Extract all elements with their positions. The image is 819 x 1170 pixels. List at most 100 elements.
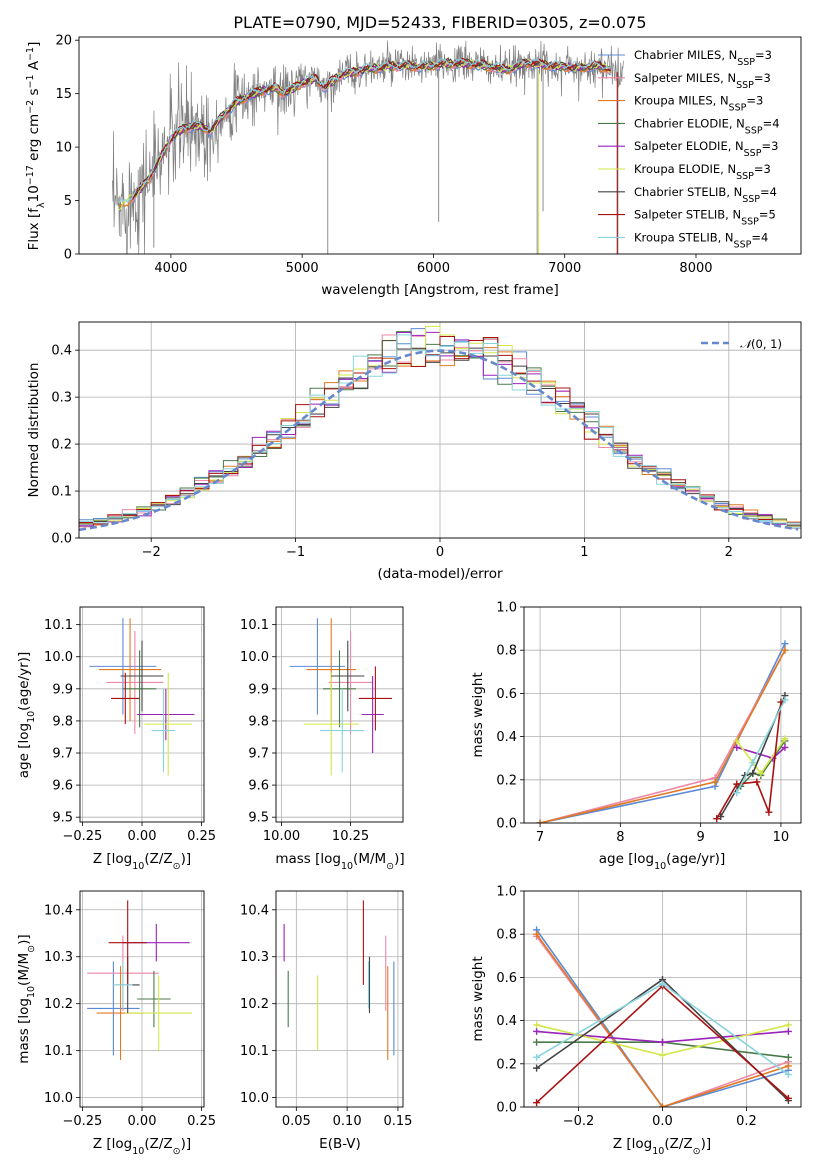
y-tick-label: 0.0 <box>51 532 72 547</box>
plus-marker <box>784 1053 792 1061</box>
plus-marker <box>711 778 719 786</box>
y-tick-label: 0.6 <box>496 687 517 702</box>
legend-entry: Chabrier ELODIE, NSSP=4 <box>634 116 780 135</box>
x-tick-label: −0.25 <box>62 829 102 844</box>
plus-marker <box>784 1071 792 1079</box>
x-axis-label-part: age [log <box>599 851 654 867</box>
x-tick-label: 10.25 <box>332 829 369 844</box>
x-axis-label-part: (Z/Z <box>144 1136 172 1152</box>
y-tick-label: 10.4 <box>240 903 269 918</box>
x-axis-label-part: Z [log <box>93 1136 132 1152</box>
legend-entry-part: Chabrier MILES, N <box>634 48 737 62</box>
plus-marker <box>749 769 757 777</box>
x-axis-label: wavelength [Angstrom, rest frame] <box>321 282 559 298</box>
y-tick-label: 10.0 <box>44 650 73 665</box>
y-tick-label: 0.3 <box>51 391 72 406</box>
legend-entry-part: =4 <box>751 230 768 244</box>
legend-entry: Chabrier STELIB, NSSP=4 <box>634 185 777 205</box>
y-tick-label: 9.6 <box>52 779 73 794</box>
axes-age_vs_mass: 10.00 10.25 9.5 9.6 9.7 9.8 9.9 10.0 10.1 <box>240 606 404 844</box>
y-axis-label-part: age [log <box>16 723 32 778</box>
axes-massweight_vs_Z: −0.2 0.0 0.2 0.0 0.2 0.4 0.6 0.8 1.0 <box>496 885 802 1129</box>
y-tick-label: 10 <box>55 141 72 156</box>
x-axis-label: (data-model)/error <box>377 566 503 582</box>
legend-entry: Kroupa ELODIE, NSSP=3 <box>634 162 771 182</box>
y-tick-label: 0.0 <box>496 817 517 832</box>
y-tick-label: 10.0 <box>44 1091 73 1106</box>
histogram-salpeter-stelib <box>79 335 801 529</box>
x-axis-label-part: ⊙ <box>173 861 181 872</box>
y-tick-label: 10.1 <box>44 618 73 633</box>
y-axis-label-part: ⊙ <box>26 945 37 953</box>
legend-entry-part: SSP <box>744 148 762 159</box>
y-tick-label: 9.7 <box>52 747 73 762</box>
y-tick-label: 0.0 <box>496 1101 517 1116</box>
y-tick-label: 9.8 <box>248 714 269 729</box>
plus-marker <box>733 737 741 745</box>
legend-entry-part: Chabrier STELIB, N <box>634 185 742 199</box>
x-tick-label: 7000 <box>548 261 581 276</box>
y-axis-label-part: erg cm <box>26 114 42 165</box>
plot-area <box>87 900 193 1061</box>
x-tick-label: 0.2 <box>736 1114 757 1129</box>
y-tick-label: 0.2 <box>496 773 517 788</box>
x-axis-label-part: ⊙ <box>386 861 394 872</box>
plot-area <box>89 618 195 776</box>
x-axis-label-part: (age/yr)] <box>666 851 725 867</box>
x-tick-label: −0.2 <box>563 1114 595 1129</box>
plot-area <box>112 40 624 254</box>
x-tick-label: 8 <box>616 830 624 845</box>
x-axis-label-part: (Z/Z <box>664 1136 692 1152</box>
plus-marker <box>533 1038 541 1046</box>
plus-marker <box>784 1021 792 1029</box>
legend-entry: Salpeter ELODIE, NSSP=3 <box>634 139 778 159</box>
plot-area <box>536 640 789 823</box>
x-axis-label: mass [log10(M/M⊙)] <box>275 851 404 872</box>
x-tick-label: 0.15 <box>383 1114 412 1129</box>
x-axis-label-part: )] <box>394 851 405 867</box>
y-axis-label-part: 10 <box>26 185 42 202</box>
plus-marker <box>659 980 666 988</box>
legend-entry-part: =3 <box>746 94 763 108</box>
plot-area <box>289 618 392 776</box>
normal-curve <box>79 349 799 532</box>
legend-entry-part: =5 <box>759 208 776 222</box>
legend-entry-part: SSP <box>736 171 754 182</box>
x-axis-label-part: ⊙ <box>693 1146 701 1157</box>
y-tick-label: 9.8 <box>52 714 73 729</box>
plot-area <box>79 325 801 532</box>
axes-age_vs_Z: −0.25 0.00 0.25 9.5 9.6 9.7 9.8 9.9 10.0 10.1 <box>44 606 216 844</box>
plus-marker <box>533 1064 541 1072</box>
axes-massweight_vs_age: 7 8 9 10 0.0 0.2 0.4 0.6 0.8 1.0 <box>496 601 802 845</box>
legend-entry-part: SSP <box>736 79 754 90</box>
x-axis-label-part: )] <box>181 851 192 867</box>
series-line-salpeter-miles <box>535 935 789 1107</box>
y-tick-label: 10.2 <box>240 997 269 1012</box>
legend-entry-part: Kroupa STELIB, N <box>634 230 734 244</box>
x-tick-label: 0.00 <box>128 1114 157 1129</box>
plus-marker <box>659 1038 666 1046</box>
legend-entry-part: Salpeter STELIB, N <box>634 208 741 222</box>
legend-entry-part: =4 <box>760 185 777 199</box>
y-tick-label: 9.5 <box>248 811 269 826</box>
plus-marker <box>781 640 789 648</box>
legend-entry-part: Kroupa ELODIE, N <box>634 162 736 176</box>
y-tick-label: 10.0 <box>240 650 269 665</box>
plus-marker <box>733 780 741 788</box>
y-tick-label: 0.1 <box>51 485 72 500</box>
y-tick-label: 0.4 <box>51 344 72 359</box>
plus-marker <box>781 646 789 654</box>
y-tick-label: 5 <box>64 194 72 209</box>
legend-entry-part: =3 <box>761 139 778 153</box>
y-axis-label-part: λ <box>36 202 47 208</box>
series-line-chabrier-miles <box>539 643 786 823</box>
plus-marker <box>784 1094 792 1102</box>
legend-entry-part: SSP <box>729 102 747 113</box>
x-axis-label-part: (Z/Z <box>144 851 172 867</box>
legend-entry-part: SSP <box>734 239 752 250</box>
y-axis-label-part: mass [log <box>16 998 32 1064</box>
plus-marker <box>536 819 544 823</box>
legend-entry: Kroupa STELIB, NSSP=4 <box>634 230 768 250</box>
x-axis-label-part: Z [log <box>93 851 132 867</box>
y-axis-label-part: s <box>26 88 42 99</box>
